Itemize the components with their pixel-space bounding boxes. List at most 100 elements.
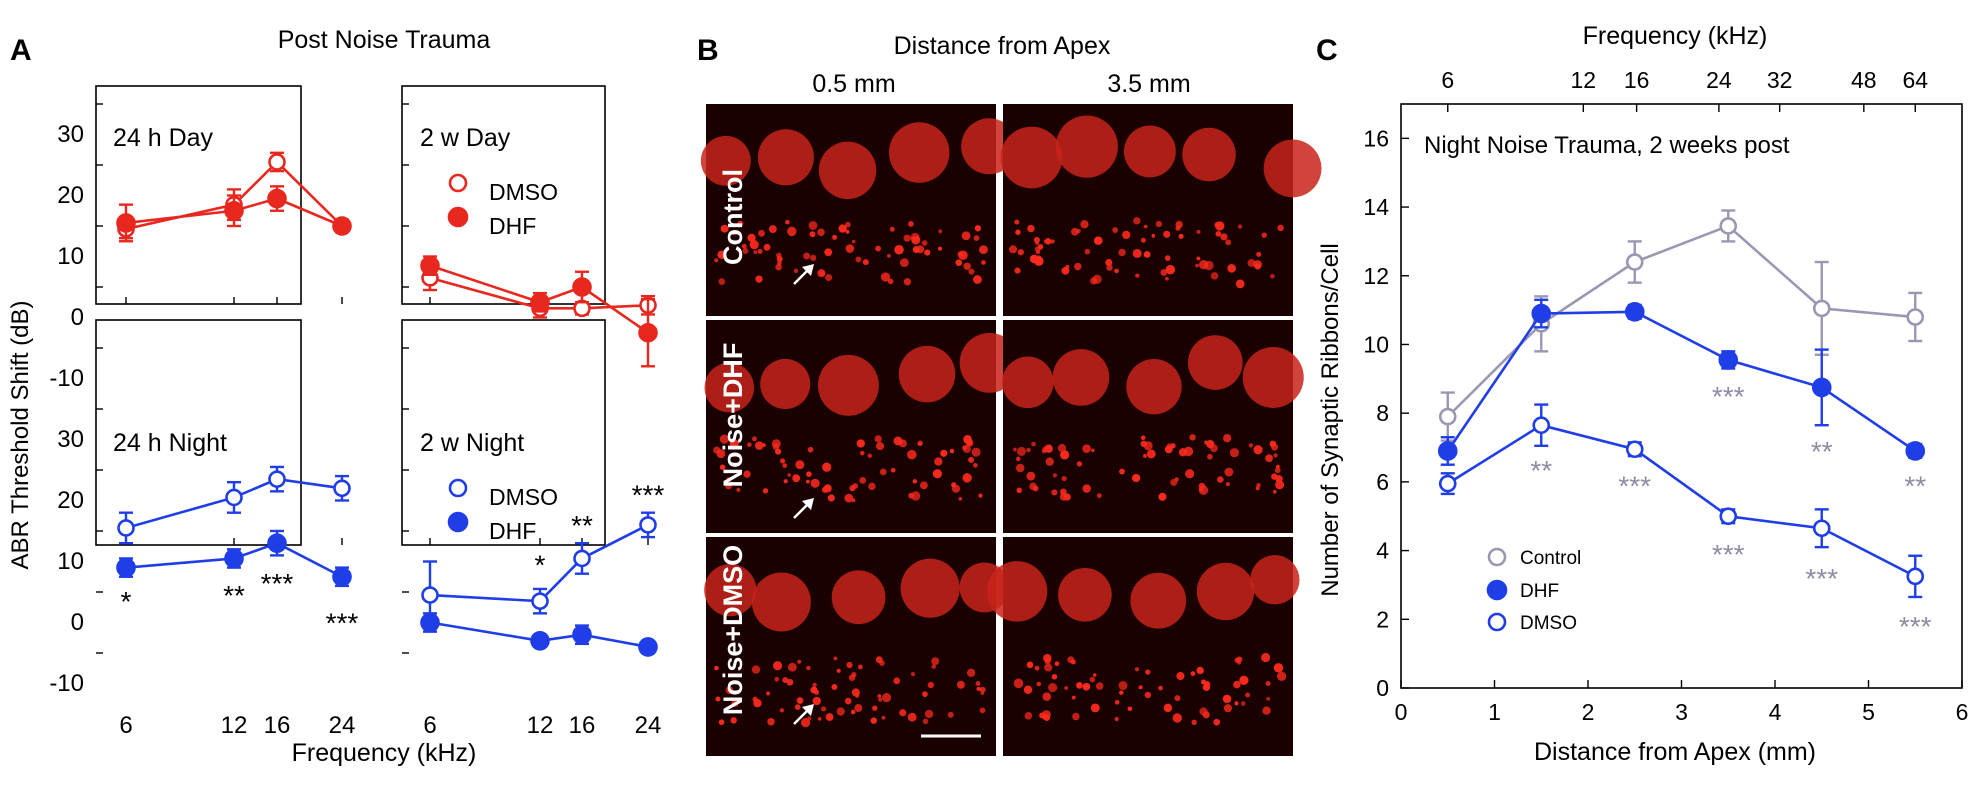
ribbon-punctum — [762, 443, 766, 447]
ribbon-punctum — [827, 494, 835, 502]
ribbon-punctum — [1158, 492, 1167, 501]
xtick-label: 24 — [329, 712, 356, 739]
legend-marker-control — [1487, 547, 1507, 567]
ribbon-punctum — [855, 256, 862, 263]
ribbon-punctum — [938, 229, 943, 234]
ribbon-punctum — [868, 482, 876, 491]
ribbon-punctum — [879, 468, 887, 476]
xtick-label: 12 — [527, 712, 554, 739]
series-line-dhf — [125, 197, 343, 228]
ribbon-punctum — [1245, 692, 1251, 698]
ribbon-punctum — [857, 664, 863, 670]
x2tick-label: 12 — [1571, 67, 1597, 93]
ribbon-punctum — [872, 705, 878, 711]
ribbon-punctum — [1195, 263, 1199, 268]
ribbon-punctum — [1163, 703, 1173, 713]
arrow-icon — [802, 264, 814, 276]
ribbon-punctum — [1266, 696, 1271, 701]
ribbon-punctum — [911, 235, 921, 245]
hair-cell-nucleus — [1002, 356, 1054, 409]
ribbon-punctum — [1248, 443, 1253, 448]
row-label-control: Control — [718, 169, 748, 265]
data-point-dhf — [530, 292, 550, 313]
ribbon-punctum — [1224, 467, 1234, 477]
significance-label: *** — [1805, 563, 1838, 594]
ribbon-punctum — [1074, 262, 1082, 271]
ribbon-punctum — [1026, 471, 1036, 481]
ribbon-punctum — [1080, 220, 1089, 229]
ribbon-punctum — [731, 229, 738, 236]
ribbon-punctum — [874, 435, 882, 443]
data-point-dhf — [1437, 441, 1458, 461]
ribbon-punctum — [958, 250, 968, 261]
xtick-label: 6 — [423, 712, 436, 739]
hair-cell-nucleus — [757, 129, 814, 186]
ribbon-punctum — [1122, 230, 1131, 240]
ribbon-punctum — [820, 706, 827, 712]
x2tick-label: 6 — [1441, 67, 1454, 93]
ribbon-punctum — [949, 448, 955, 454]
ribbon-punctum — [1270, 273, 1275, 279]
ribbon-punctum — [1027, 224, 1035, 233]
hair-cell-nucleus — [817, 354, 879, 416]
ribbon-punctum — [968, 268, 975, 275]
ribbon-punctum — [1042, 714, 1048, 720]
ribbon-punctum — [1196, 229, 1201, 234]
series-line-dhf — [429, 264, 649, 334]
ribbon-punctum — [1082, 484, 1091, 493]
data-point-dhf — [224, 200, 244, 221]
ribbon-punctum — [1090, 448, 1095, 453]
ribbon-punctum — [1140, 237, 1146, 243]
subplot-title-2w-night: 2 w Night — [420, 429, 524, 457]
data-point-dmso — [1719, 507, 1738, 526]
ribbon-punctum — [836, 668, 841, 673]
ribbon-punctum — [719, 720, 724, 725]
ribbon-punctum — [958, 497, 963, 501]
ribbon-punctum — [979, 686, 986, 693]
ribbon-punctum — [1076, 461, 1083, 467]
data-point-dhf — [332, 216, 352, 236]
legend-label-dmso: DMSO — [489, 179, 558, 205]
ribbon-punctum — [1234, 701, 1239, 706]
significance-label: *** — [1712, 381, 1745, 412]
ytick-label: 12 — [1363, 263, 1389, 289]
ribbon-punctum — [881, 715, 886, 720]
panel-a-xticks-right: 6 12 16 24 — [423, 712, 661, 739]
ribbon-punctum — [831, 683, 838, 690]
x2tick-label: 64 — [1902, 67, 1928, 93]
ribbon-punctum — [1016, 456, 1021, 462]
ribbon-punctum — [907, 220, 914, 227]
ribbon-punctum — [1106, 264, 1113, 271]
ribbon-punctum — [1096, 493, 1102, 499]
panel-c-title: Night Noise Trauma, 2 weeks post — [1424, 132, 1790, 159]
arrow-icon — [802, 498, 814, 510]
ribbon-punctum — [1143, 224, 1148, 229]
data-point-dhf — [1811, 377, 1832, 398]
ribbon-punctum — [894, 245, 904, 255]
ribbon-punctum — [779, 708, 785, 713]
panel-label-b: B — [697, 34, 719, 67]
ribbon-punctum — [1215, 231, 1222, 237]
panel-a-xlabel: Frequency (kHz) — [292, 739, 477, 767]
ytick-label: 10 — [57, 548, 84, 575]
ribbon-punctum — [1155, 220, 1163, 228]
ribbon-punctum — [824, 248, 833, 257]
ribbon-punctum — [1207, 453, 1213, 460]
micrograph-tile — [1000, 104, 1322, 316]
ribbon-punctum — [870, 717, 877, 724]
hair-cell-nucleus — [1182, 127, 1236, 182]
significance-label: ** — [223, 580, 245, 611]
ribbon-punctum — [1127, 706, 1133, 712]
ribbon-punctum — [971, 447, 981, 457]
ribbon-punctum — [844, 493, 854, 503]
ribbon-punctum — [1223, 704, 1233, 713]
ribbon-punctum — [1191, 719, 1197, 726]
ribbon-punctum — [1164, 255, 1171, 261]
ribbon-punctum — [899, 709, 907, 717]
ribbon-punctum — [825, 713, 834, 721]
ribbon-punctum — [741, 243, 747, 249]
ribbon-punctum — [877, 694, 882, 698]
ribbon-punctum — [931, 664, 937, 669]
ribbon-punctum — [1133, 217, 1141, 225]
